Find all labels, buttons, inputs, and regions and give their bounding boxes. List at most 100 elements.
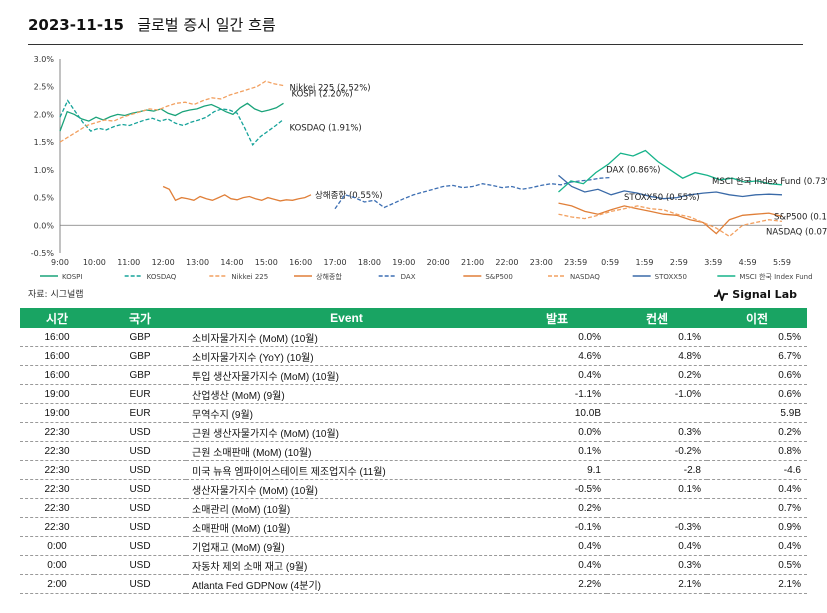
x-tick-label: 22:00	[495, 258, 518, 267]
cell-previous: 2.1%	[707, 574, 807, 594]
cell-actual: 0.0%	[507, 422, 607, 442]
x-tick-label: 10:00	[83, 258, 106, 267]
cell-actual: 0.4%	[507, 555, 607, 575]
x-tick-label: 23:59	[564, 258, 587, 267]
cell-previous: -4.6	[707, 460, 807, 480]
cell-actual: 9.1	[507, 460, 607, 480]
x-tick-label: 12:00	[152, 258, 175, 267]
table-row: 22:30 USD 소매관리 (MoM) (10월) 0.2% 0.7%	[20, 498, 807, 518]
page-title: 2023-11-15 글로벌 증시 일간 흐름	[28, 14, 276, 35]
cell-country: USD	[94, 574, 186, 594]
y-tick-label: 0.5%	[34, 194, 55, 203]
table-row: 16:00 GBP 소비자물가지수 (MoM) (10월) 0.0% 0.1% 0.5%	[20, 328, 807, 347]
cell-consensus: 2.1%	[607, 574, 707, 594]
cell-country: EUR	[94, 384, 186, 404]
cell-actual: -0.1%	[507, 517, 607, 537]
cell-consensus: -0.3%	[607, 517, 707, 537]
cell-time: 22:30	[20, 517, 94, 537]
table-row: 22:30 USD 소매판매 (MoM) (10월) -0.1% -0.3% 0.9%	[20, 517, 807, 537]
header-time: 시간	[20, 308, 94, 328]
x-tick-label: 13:00	[186, 258, 209, 267]
x-tick-label: 5:59	[773, 258, 791, 267]
x-tick-label: 15:00	[255, 258, 278, 267]
series-end-label: Nikkei 225 (2.52%)	[289, 84, 370, 94]
legend-label: S&P500	[485, 273, 512, 281]
table-row: 2:00 USD Atlanta Fed GDPNow (4분기) 2.2% 2.1% 2…	[20, 574, 807, 594]
table-body: 16:00 GBP 소비자물가지수 (MoM) (10월) 0.0% 0.1% 0.5% 1…	[20, 328, 807, 594]
cell-actual: 0.0%	[507, 328, 607, 347]
legend-label: Nikkei 225	[231, 273, 268, 281]
cell-time: 0:00	[20, 555, 94, 575]
legend-label: DAX	[401, 273, 416, 281]
brand-logo: Signal Lab	[714, 288, 797, 301]
legend-label: MSCI 한국 Index Fund	[739, 273, 812, 281]
cell-actual: -1.1%	[507, 384, 607, 404]
cell-actual: 4.6%	[507, 346, 607, 366]
cell-previous: 5.9B	[707, 403, 807, 423]
series-end-label: NASDAQ (0.07%)	[766, 227, 827, 237]
cell-consensus: 0.1%	[607, 328, 707, 347]
x-tick-label: 9:00	[51, 258, 69, 267]
cell-event: 생산자물가지수 (MoM) (10월)	[186, 479, 507, 499]
x-tick-label: 18:00	[358, 258, 381, 267]
series-line-1	[59, 99, 284, 147]
cell-country: GBP	[94, 346, 186, 366]
cell-previous: 0.9%	[707, 517, 807, 537]
source-note: 자료: 시그널랩	[28, 290, 84, 300]
header-previous: 이전	[707, 308, 807, 328]
cell-country: USD	[94, 498, 186, 518]
table-row: 19:00 EUR 산업생산 (MoM) (9월) -1.1% -1.0% 0.6%	[20, 384, 807, 404]
x-tick-label: 11:00	[117, 258, 140, 267]
table-header-row: 시간 국가 Event 발표 컨센 이전	[20, 308, 807, 328]
cell-consensus: 0.4%	[607, 536, 707, 556]
series-line-5	[558, 202, 783, 235]
table-row: 0:00 USD 기업재고 (MoM) (9월) 0.4% 0.4% 0.4%	[20, 536, 807, 556]
cell-time: 16:00	[20, 346, 94, 366]
cell-previous: 6.7%	[707, 346, 807, 366]
cell-time: 22:30	[20, 479, 94, 499]
cell-actual: 0.4%	[507, 536, 607, 556]
cell-consensus: 0.3%	[607, 555, 707, 575]
series-line-7	[558, 174, 783, 200]
cell-time: 16:00	[20, 328, 94, 347]
cell-actual: 2.2%	[507, 574, 607, 594]
series-end-label: MSCI 한국 Index Fund (0.73%)	[712, 177, 827, 187]
header-country: 국가	[94, 308, 186, 328]
y-tick-label: 1.0%	[34, 166, 55, 175]
table-row: 16:00 GBP 투입 생산자물가지수 (MoM) (10월) 0.4% 0.2% 0.…	[20, 365, 807, 385]
table-row: 22:30 USD 근원 생산자물가지수 (MoM) (10월) 0.0% 0.3% 0.…	[20, 422, 807, 442]
cell-country: GBP	[94, 328, 186, 347]
cell-country: GBP	[94, 365, 186, 385]
cell-event: 소비자물가지수 (YoY) (10월)	[186, 346, 507, 366]
cell-country: USD	[94, 460, 186, 480]
series-line-8	[558, 149, 783, 193]
x-tick-label: 17:00	[324, 258, 347, 267]
cell-consensus: -2.8	[607, 460, 707, 480]
cell-event: 근원 생산자물가지수 (MoM) (10월)	[186, 422, 507, 442]
y-tick-label: 1.5%	[34, 138, 55, 147]
cell-event: 무역수지 (9월)	[186, 403, 507, 423]
cell-previous: 0.5%	[707, 328, 807, 347]
cell-event: 소매관리 (MoM) (10월)	[186, 498, 507, 518]
x-tick-label: 21:00	[461, 258, 484, 267]
cell-country: USD	[94, 536, 186, 556]
cell-previous: 0.4%	[707, 479, 807, 499]
x-tick-label: 23:00	[530, 258, 553, 267]
series-line-4	[334, 176, 611, 210]
cell-consensus: 0.3%	[607, 422, 707, 442]
cell-previous: 0.8%	[707, 441, 807, 461]
cell-time: 22:30	[20, 498, 94, 518]
cell-time: 2:00	[20, 574, 94, 594]
legend-label: 상해종합	[316, 272, 342, 281]
legend-label: NASDAQ	[570, 273, 600, 281]
cell-consensus	[607, 498, 707, 518]
cell-consensus: 0.2%	[607, 365, 707, 385]
cell-consensus: 4.8%	[607, 346, 707, 366]
y-tick-label: 3.0%	[34, 55, 55, 64]
brand-name: Signal Lab	[732, 288, 797, 301]
cell-event: Atlanta Fed GDPNow (4분기)	[186, 574, 507, 594]
cell-time: 19:00	[20, 403, 94, 423]
series-end-label: STOXX50 (0.55%)	[624, 193, 700, 203]
cell-actual: 0.4%	[507, 365, 607, 385]
x-tick-label: 19:00	[392, 258, 415, 267]
